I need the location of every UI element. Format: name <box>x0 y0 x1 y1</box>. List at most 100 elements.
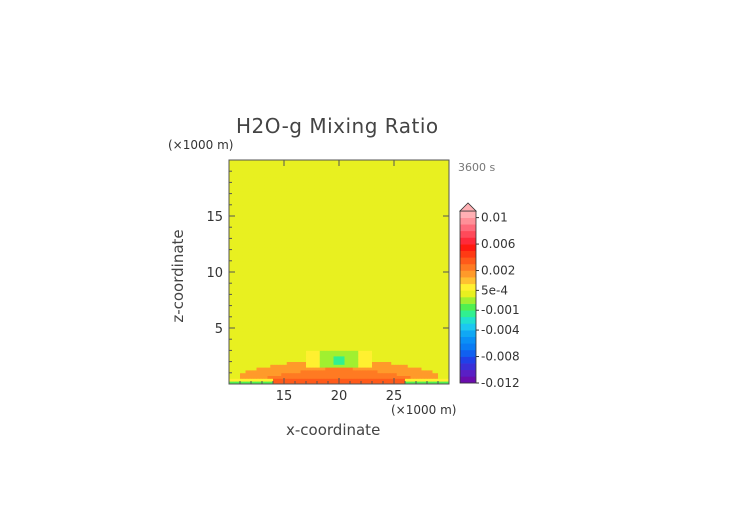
heatmap-cell <box>341 319 345 323</box>
heatmap-cell <box>358 224 362 228</box>
heatmap-cell <box>311 232 315 236</box>
heatmap-cell <box>383 246 387 250</box>
heatmap-cell <box>264 280 268 284</box>
heatmap-cell <box>443 356 447 360</box>
heatmap-cell <box>248 344 252 348</box>
heatmap-cell <box>383 238 387 242</box>
chart-title: H2O-g Mixing Ratio <box>236 114 439 138</box>
heatmap-cell <box>295 272 299 276</box>
heatmap-cell <box>396 316 400 320</box>
heatmap-cell <box>242 333 246 337</box>
heatmap-cell <box>336 344 340 348</box>
heatmap-cell <box>446 260 450 264</box>
heatmap-cell <box>344 367 348 371</box>
heatmap-cell <box>399 302 403 306</box>
heatmap-cell <box>405 227 409 231</box>
heatmap-cell <box>275 207 279 211</box>
heatmap-cell <box>311 344 315 348</box>
heatmap-cell <box>256 356 260 360</box>
heatmap-cell <box>286 263 290 267</box>
heatmap-cell <box>399 258 403 262</box>
heatmap-cell <box>363 302 367 306</box>
heatmap-cell <box>242 353 246 357</box>
heatmap-cell <box>286 260 290 264</box>
heatmap-cell <box>380 347 384 351</box>
heatmap-cell <box>270 311 274 315</box>
heatmap-cell <box>383 260 387 264</box>
heatmap-cell <box>311 336 315 340</box>
heatmap-cell <box>366 311 370 315</box>
heatmap-cell <box>344 342 348 346</box>
heatmap-cell <box>341 300 345 304</box>
heatmap-cell <box>317 294 321 298</box>
heatmap-cell <box>385 258 389 262</box>
heatmap-cell <box>374 291 378 295</box>
heatmap-cell <box>251 308 255 312</box>
heatmap-cell <box>440 213 444 217</box>
heatmap-cell <box>352 316 356 320</box>
heatmap-cell <box>289 227 293 231</box>
heatmap-cell <box>402 302 406 306</box>
heatmap-cell <box>350 361 354 365</box>
heatmap-cell <box>325 280 329 284</box>
heatmap-cell <box>322 263 326 267</box>
heatmap-cell <box>366 319 370 323</box>
heatmap-cell <box>385 218 389 222</box>
heatmap-cell <box>259 342 263 346</box>
heatmap-cell <box>267 344 271 348</box>
heatmap-cell <box>336 252 340 256</box>
heatmap-cell <box>372 216 376 220</box>
heatmap-cell <box>350 344 354 348</box>
heatmap-cell <box>355 316 359 320</box>
heatmap-cell <box>248 314 252 318</box>
heatmap-cell <box>363 356 367 360</box>
heatmap-cell <box>421 260 425 264</box>
heatmap-cell <box>383 255 387 259</box>
heatmap-cell <box>399 238 403 242</box>
heatmap-cell <box>416 302 420 306</box>
heatmap-cell <box>377 297 381 301</box>
heatmap-cell <box>396 221 400 225</box>
heatmap-cell <box>295 361 299 365</box>
heatmap-cell <box>333 274 337 278</box>
heatmap-cell <box>270 252 274 256</box>
heatmap-cell <box>402 294 406 298</box>
heatmap-cell <box>352 249 356 253</box>
heatmap-cell <box>240 288 244 292</box>
heatmap-cell <box>286 255 290 259</box>
heatmap-cell <box>284 361 288 365</box>
heatmap-cell <box>388 210 392 214</box>
heatmap-cell <box>361 277 365 281</box>
heatmap-cell <box>424 322 428 326</box>
heatmap-cell <box>256 372 260 376</box>
heatmap-cell <box>443 375 447 379</box>
heatmap-cell <box>355 260 359 264</box>
heatmap-cell <box>399 277 403 281</box>
heatmap-cell <box>306 367 310 371</box>
heatmap-cell <box>413 224 417 228</box>
heatmap-cell <box>380 274 384 278</box>
heatmap-cell <box>289 305 293 309</box>
heatmap-cell <box>429 246 433 250</box>
heatmap-cell <box>229 339 233 343</box>
heatmap-cell <box>259 353 263 357</box>
heatmap-cell <box>363 378 367 382</box>
heatmap-cell <box>328 372 332 376</box>
heatmap-cell <box>300 328 304 332</box>
heatmap-cell <box>275 255 279 259</box>
heatmap-cell <box>352 291 356 295</box>
heatmap-cell <box>377 232 381 236</box>
heatmap-cell <box>295 370 299 374</box>
heatmap-cell <box>286 319 290 323</box>
heatmap-cell <box>352 238 356 242</box>
heatmap-cell <box>369 230 373 234</box>
heatmap-cell <box>394 302 398 306</box>
heatmap-cell <box>253 260 257 264</box>
heatmap-cell <box>347 367 351 371</box>
heatmap-cell <box>388 333 392 337</box>
heatmap-cell <box>394 238 398 242</box>
heatmap-cell <box>344 311 348 315</box>
heatmap-cell <box>402 358 406 362</box>
heatmap-cell <box>432 344 436 348</box>
